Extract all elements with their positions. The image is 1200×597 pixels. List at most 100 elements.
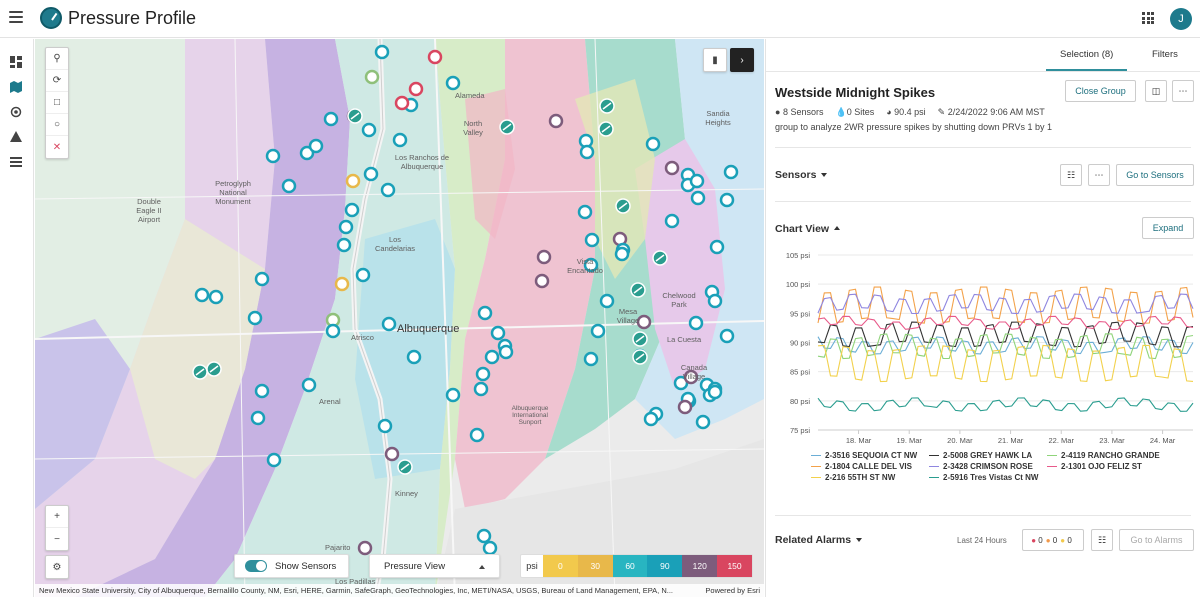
sensor-marker[interactable] xyxy=(301,377,317,393)
legend-item[interactable]: 2-216 55TH ST NW xyxy=(811,473,895,482)
sensor-marker[interactable] xyxy=(194,287,210,303)
sensor-marker[interactable] xyxy=(498,344,514,360)
sensor-marker[interactable] xyxy=(394,95,410,111)
sensor-marker[interactable] xyxy=(254,271,270,287)
dashboard-icon[interactable] xyxy=(10,56,22,68)
sensor-marker[interactable] xyxy=(469,427,485,443)
list-icon[interactable] xyxy=(10,156,22,168)
sensor-marker[interactable] xyxy=(475,366,491,382)
sensor-marker[interactable] xyxy=(364,69,380,85)
location-icon[interactable] xyxy=(10,106,22,118)
zoom-out-icon[interactable]: − xyxy=(54,533,60,545)
sensor-marker[interactable] xyxy=(325,323,341,339)
sensor-marker[interactable] xyxy=(536,249,552,265)
legend-item[interactable]: 2-1804 CALLE DEL VIS xyxy=(811,462,912,471)
sensor-marker[interactable] xyxy=(338,219,354,235)
sensor-marker[interactable] xyxy=(583,257,599,273)
panel-toggle-button[interactable]: › xyxy=(730,48,754,72)
more-options-icon[interactable]: ⋯ xyxy=(1172,80,1194,102)
pressure-view-select[interactable]: Pressure View xyxy=(369,554,500,578)
prv-marker-icon[interactable] xyxy=(615,198,631,214)
sensor-marker[interactable] xyxy=(534,273,550,289)
more-options-icon[interactable]: ⋯ xyxy=(1088,164,1110,186)
prv-marker-icon[interactable] xyxy=(499,119,515,135)
sensor-marker[interactable] xyxy=(408,81,424,97)
sensor-marker[interactable] xyxy=(254,383,270,399)
sensor-marker[interactable] xyxy=(250,410,266,426)
map-view[interactable]: Alameda North Valley Sandia Heights Los … xyxy=(35,39,764,597)
series-line[interactable] xyxy=(817,321,1194,348)
rectangle-select-icon[interactable]: □ xyxy=(46,92,68,114)
prv-marker-icon[interactable] xyxy=(632,349,648,365)
apps-grid-icon[interactable] xyxy=(1142,12,1154,24)
sensor-marker[interactable] xyxy=(427,49,443,65)
sensor-marker[interactable] xyxy=(690,190,706,206)
sensor-marker[interactable] xyxy=(247,310,263,326)
prv-marker-icon[interactable] xyxy=(397,459,413,475)
series-line[interactable] xyxy=(817,333,1194,360)
sensor-marker[interactable] xyxy=(344,202,360,218)
sensor-marker[interactable] xyxy=(590,323,606,339)
prv-marker-icon[interactable] xyxy=(652,250,668,266)
sensor-marker[interactable] xyxy=(548,113,564,129)
warning-icon[interactable] xyxy=(10,131,22,143)
sensor-marker[interactable] xyxy=(336,237,352,253)
sensor-marker[interactable] xyxy=(363,166,379,182)
sensor-marker[interactable] xyxy=(361,122,377,138)
sensor-marker[interactable] xyxy=(334,276,350,292)
sensor-marker[interactable] xyxy=(683,369,699,385)
sensor-marker[interactable] xyxy=(381,316,397,332)
hamburger-icon[interactable] xyxy=(9,11,23,23)
sensor-marker[interactable] xyxy=(406,349,422,365)
search-icon[interactable]: ⚲ xyxy=(46,48,68,70)
sensor-marker[interactable] xyxy=(490,325,506,341)
sensors-section-header[interactable]: Sensors xyxy=(775,169,828,181)
series-line[interactable] xyxy=(817,293,1194,315)
sensor-marker[interactable] xyxy=(584,232,600,248)
sensor-marker[interactable] xyxy=(476,528,492,544)
alarms-section-header[interactable]: Related Alarms xyxy=(775,534,863,546)
sensor-marker[interactable] xyxy=(695,414,711,430)
prv-marker-icon[interactable] xyxy=(599,98,615,114)
sensor-marker[interactable] xyxy=(643,411,659,427)
sensor-marker[interactable] xyxy=(614,246,630,262)
gear-icon[interactable]: ⚙ xyxy=(52,561,62,573)
sensor-marker[interactable] xyxy=(323,111,339,127)
legend-item[interactable]: 2-5008 GREY HAWK LA xyxy=(929,451,1032,460)
sensor-marker[interactable] xyxy=(345,173,361,189)
sensor-marker[interactable] xyxy=(357,540,373,556)
sensor-marker[interactable] xyxy=(664,160,680,176)
prv-marker-icon[interactable] xyxy=(630,282,646,298)
close-icon[interactable]: ✕ xyxy=(52,141,62,153)
series-line[interactable] xyxy=(817,286,1194,324)
show-sensors-toggle[interactable]: Show Sensors xyxy=(234,554,349,578)
sensor-marker[interactable] xyxy=(689,173,705,189)
sensor-marker[interactable] xyxy=(723,164,739,180)
sensor-marker[interactable] xyxy=(709,239,725,255)
sensor-marker[interactable] xyxy=(266,452,282,468)
avatar[interactable]: J xyxy=(1170,8,1192,30)
sensor-marker[interactable] xyxy=(577,204,593,220)
columns-icon[interactable]: ☷ xyxy=(1060,164,1082,186)
sensor-marker[interactable] xyxy=(636,314,652,330)
sensor-marker[interactable] xyxy=(445,75,461,91)
lasso-icon[interactable]: ⟳ xyxy=(46,70,68,92)
sensor-marker[interactable] xyxy=(482,540,498,556)
sensor-marker[interactable] xyxy=(599,293,615,309)
series-line[interactable] xyxy=(817,344,1194,383)
prv-marker-icon[interactable] xyxy=(192,364,208,380)
sensor-marker[interactable] xyxy=(477,305,493,321)
expand-button[interactable]: Expand xyxy=(1142,217,1194,239)
sensor-marker[interactable] xyxy=(719,328,735,344)
sensor-marker[interactable] xyxy=(583,351,599,367)
toggle-switch[interactable] xyxy=(245,560,267,572)
sensor-marker[interactable] xyxy=(707,384,723,400)
sensor-marker[interactable] xyxy=(355,267,371,283)
folder-icon[interactable]: ▮ xyxy=(712,54,718,66)
sensor-marker[interactable] xyxy=(688,315,704,331)
go-to-alarms-button[interactable]: Go to Alarms xyxy=(1119,529,1194,551)
sensor-marker[interactable] xyxy=(473,381,489,397)
sensor-marker[interactable] xyxy=(579,144,595,160)
legend-item[interactable]: 2-3428 CRIMSON ROSE xyxy=(929,462,1033,471)
map-icon[interactable] xyxy=(10,81,22,93)
